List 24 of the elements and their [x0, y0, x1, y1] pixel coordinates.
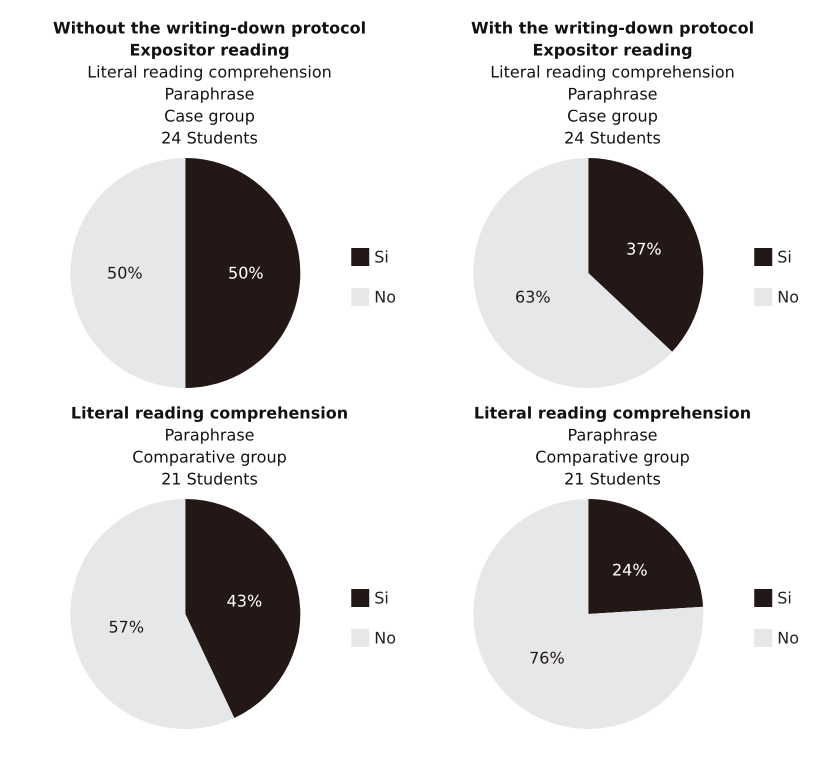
- legend-label: Si: [777, 588, 792, 608]
- legend-label: Si: [374, 248, 389, 266]
- chart-subtitle: Paraphrase Comparative group 21 Students: [535, 426, 690, 488]
- data-label: 57%: [108, 618, 144, 637]
- data-label: 37%: [626, 239, 662, 258]
- legend-label: No: [777, 288, 800, 306]
- data-label: 50%: [107, 264, 143, 282]
- data-label: 63%: [515, 288, 551, 307]
- legend-label: No: [374, 628, 396, 648]
- chart-title: With the writing-down protocol Expositor reading: [470, 18, 754, 60]
- legend-label: Si: [777, 248, 792, 266]
- data-label: 76%: [529, 648, 565, 668]
- data-label: 24%: [612, 560, 648, 580]
- chart-subtitle: Literal reading comprehension Paraphrase Case group 24 Students: [87, 62, 332, 148]
- data-label: 50%: [228, 264, 264, 282]
- chart-title: Literal reading comprehension: [474, 404, 752, 422]
- chart-subtitle: Paraphrase Comparative group 21 Students: [132, 426, 287, 488]
- chart-title: Without the writing-down protocol Expositor reading: [52, 18, 366, 60]
- data-label: 43%: [226, 591, 262, 610]
- legend-label: No: [777, 628, 800, 648]
- chart-subtitle: Literal reading comprehension Paraphrase Case group 24 Students: [490, 62, 735, 148]
- legend-label: No: [374, 288, 396, 306]
- chart-title: Literal reading comprehension: [70, 404, 348, 422]
- legend-label: Si: [374, 588, 389, 608]
